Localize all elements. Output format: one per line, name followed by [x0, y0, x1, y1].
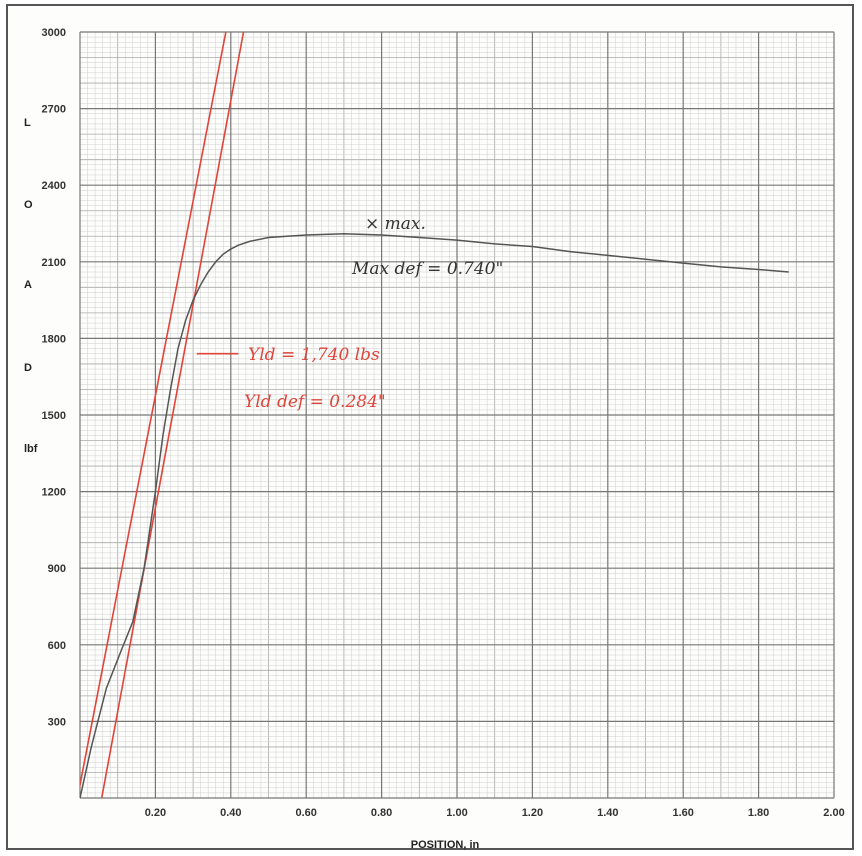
y-tick-label: 900	[48, 563, 66, 575]
x-axis-title: POSITION, in	[411, 839, 480, 851]
y-tick-label: 600	[48, 640, 66, 652]
x-tick-label: 0.80	[371, 807, 392, 819]
y-tick-label: 2400	[42, 180, 66, 192]
annotation-yield-def: Yld def = 0.284"	[244, 392, 386, 412]
y-tick-label: 2700	[42, 104, 66, 116]
annotation-yield-load: Yld = 1,740 lbs	[248, 345, 380, 365]
x-tick-label: 1.60	[672, 807, 693, 819]
x-tick-label: 1.40	[597, 807, 618, 819]
x-tick-label: 0.60	[295, 807, 316, 819]
y-tick-label: 1500	[42, 410, 66, 422]
x-tick-label: 0.20	[145, 807, 166, 819]
y-axis-title-letter: L	[24, 117, 31, 129]
x-tick-label: 0.40	[220, 807, 241, 819]
y-axis-title-letter: D	[24, 362, 32, 374]
annotation-max-marker: × max.	[365, 214, 426, 234]
x-tick-label: 2.00	[823, 807, 844, 819]
x-tick-label: 1.00	[446, 807, 467, 819]
y-axis-title-letter: A	[24, 279, 32, 291]
y-tick-label: 300	[48, 716, 66, 728]
annotation-max-def: Max def = 0.740"	[351, 259, 503, 279]
reference-line	[97, 19, 246, 823]
y-axis-title-letter: lbf	[24, 443, 38, 455]
y-tick-label: 3000	[42, 27, 66, 39]
y-tick-label: 2100	[42, 257, 66, 269]
y-axis-title-letter: O	[24, 199, 33, 211]
x-tick-label: 1.80	[748, 807, 769, 819]
y-tick-label: 1800	[42, 333, 66, 345]
y-tick-label: 1200	[42, 487, 66, 499]
x-tick-label: 1.20	[522, 807, 543, 819]
